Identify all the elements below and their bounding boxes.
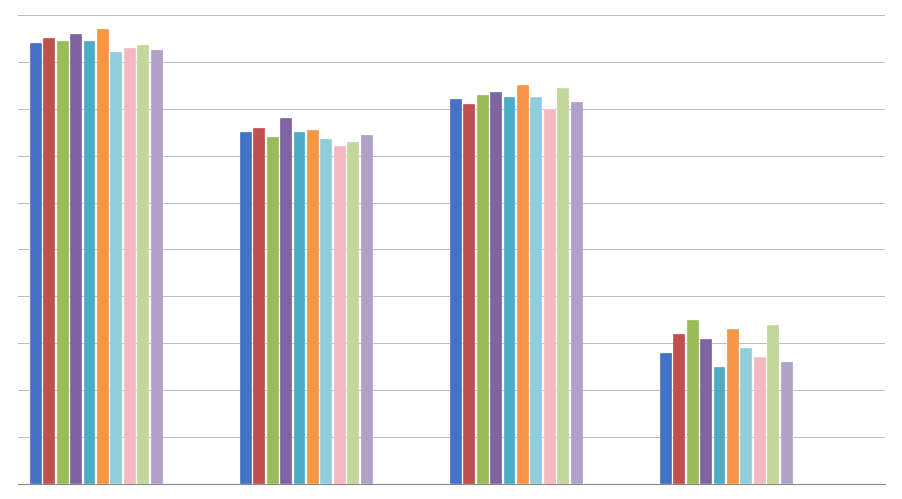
Bar — [726, 329, 738, 484]
Bar — [740, 348, 751, 484]
Bar — [307, 130, 318, 484]
Bar — [517, 85, 529, 484]
Bar — [320, 139, 332, 484]
Bar — [767, 324, 778, 484]
Bar — [240, 132, 252, 484]
Bar — [673, 334, 685, 484]
Bar — [570, 102, 582, 484]
Bar — [43, 38, 55, 484]
Bar — [347, 142, 359, 484]
Bar — [253, 128, 265, 484]
Bar — [110, 52, 122, 484]
Bar — [151, 50, 162, 484]
Bar — [686, 320, 698, 484]
Bar — [449, 99, 461, 484]
Bar — [557, 88, 568, 484]
Bar — [503, 97, 515, 484]
Bar — [529, 97, 542, 484]
Bar — [70, 34, 82, 484]
Bar — [280, 118, 291, 484]
Bar — [334, 146, 345, 484]
Bar — [266, 137, 278, 484]
Bar — [97, 29, 109, 484]
Bar — [360, 135, 373, 484]
Bar — [753, 357, 765, 484]
Bar — [463, 104, 474, 484]
Bar — [490, 92, 502, 484]
Bar — [780, 362, 792, 484]
Bar — [699, 339, 711, 484]
Bar — [293, 132, 305, 484]
Bar — [659, 353, 671, 484]
Bar — [30, 43, 41, 484]
Bar — [124, 48, 135, 484]
Bar — [713, 367, 724, 484]
Bar — [57, 41, 69, 484]
Bar — [476, 95, 488, 484]
Bar — [137, 45, 149, 484]
Bar — [84, 41, 96, 484]
Bar — [543, 109, 555, 484]
